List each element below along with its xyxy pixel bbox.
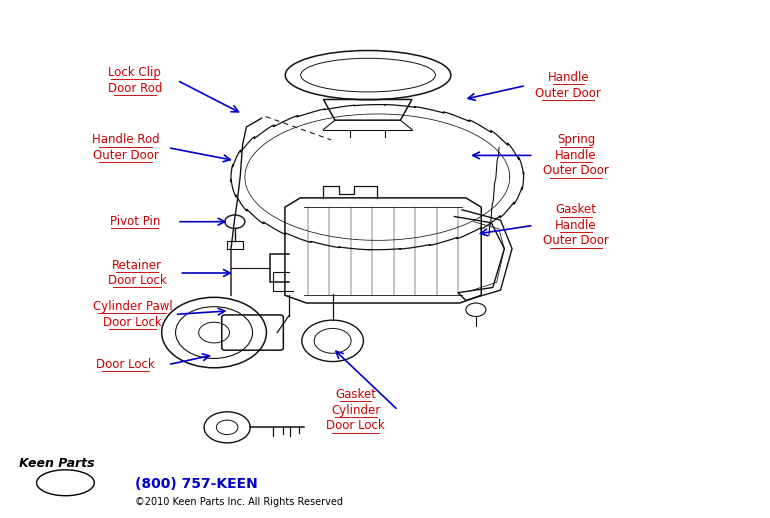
Text: Lock Clip: Lock Clip <box>109 66 161 79</box>
Text: Door Lock: Door Lock <box>108 274 166 287</box>
Text: Gasket: Gasket <box>555 203 597 217</box>
Text: Handle: Handle <box>547 71 589 84</box>
Text: Door Lock: Door Lock <box>96 358 155 371</box>
Text: Outer Door: Outer Door <box>92 149 159 162</box>
Text: Pivot Pin: Pivot Pin <box>109 215 160 228</box>
Text: Cylinder: Cylinder <box>331 404 380 417</box>
Text: (800) 757-KEEN: (800) 757-KEEN <box>135 477 257 492</box>
Text: Handle: Handle <box>555 149 597 162</box>
Circle shape <box>225 215 245 228</box>
Text: Handle Rod: Handle Rod <box>92 133 159 147</box>
Text: Door Rod: Door Rod <box>108 81 162 95</box>
Text: Door Lock: Door Lock <box>103 315 162 329</box>
Text: Outer Door: Outer Door <box>543 164 609 178</box>
Text: Outer Door: Outer Door <box>535 87 601 100</box>
Text: Spring: Spring <box>557 133 595 147</box>
Text: Retainer: Retainer <box>112 258 162 272</box>
Text: Keen Parts: Keen Parts <box>19 457 95 470</box>
Text: Handle: Handle <box>555 219 597 232</box>
Text: ©2010 Keen Parts Inc. All Rights Reserved: ©2010 Keen Parts Inc. All Rights Reserve… <box>135 497 343 508</box>
Text: Cylinder Pawl: Cylinder Pawl <box>92 300 172 313</box>
Text: Gasket: Gasket <box>335 388 377 401</box>
Text: Door Lock: Door Lock <box>326 419 385 433</box>
Text: Outer Door: Outer Door <box>543 234 609 248</box>
